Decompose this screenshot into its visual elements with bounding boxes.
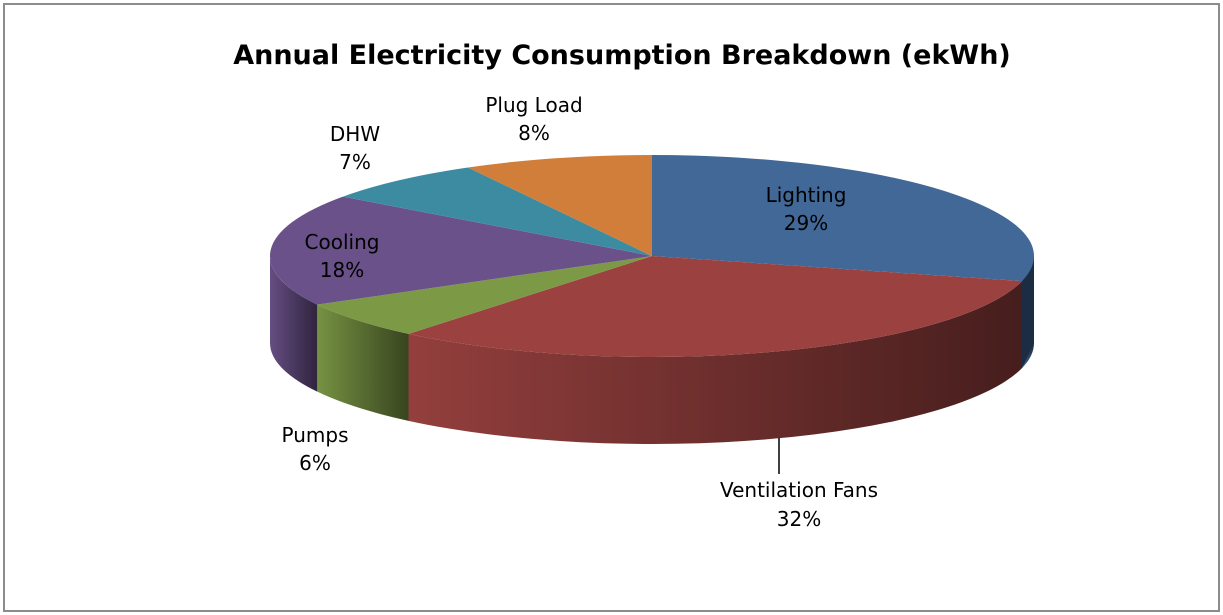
slice-value-lighting: 29% — [784, 211, 828, 235]
slice-value-plug-load: 8% — [518, 121, 550, 145]
data-labels: Lighting 29% Ventilation Fans 32% Pumps 6% Coo… — [282, 93, 879, 531]
pie-side-pumps — [317, 304, 409, 421]
pie-slice-dhw — [342, 167, 652, 256]
pie-side-cooling — [270, 256, 318, 392]
pie-sides — [270, 256, 1034, 444]
slice-value-pumps: 6% — [299, 451, 331, 475]
pie-side-edge — [1021, 256, 1034, 369]
slice-value-cooling: 18% — [320, 258, 364, 282]
pie-slice-lighting — [652, 155, 1034, 282]
pie-slice-pumps — [317, 256, 652, 334]
pie-slice-cooling — [269, 196, 652, 305]
slice-label-cooling: Cooling — [305, 230, 380, 254]
slice-label-lighting: Lighting — [766, 183, 847, 207]
slice-label-dhw: DHW — [330, 122, 380, 146]
chart-title: Annual Electricity Consumption Breakdown… — [233, 40, 1011, 71]
pie-slice-plug-load — [467, 155, 652, 256]
slice-label-pumps: Pumps — [282, 423, 349, 447]
pie-slice-ventilation-fans — [408, 256, 1022, 358]
pie-side-ventilation-fans — [408, 281, 1022, 444]
slice-label-plug-load: Plug Load — [485, 93, 582, 117]
slice-value-dhw: 7% — [339, 150, 371, 174]
pie-top — [269, 155, 1034, 358]
slice-label-ventilation-fans: Ventilation Fans — [720, 478, 878, 502]
slice-value-ventilation-fans: 32% — [777, 507, 821, 531]
